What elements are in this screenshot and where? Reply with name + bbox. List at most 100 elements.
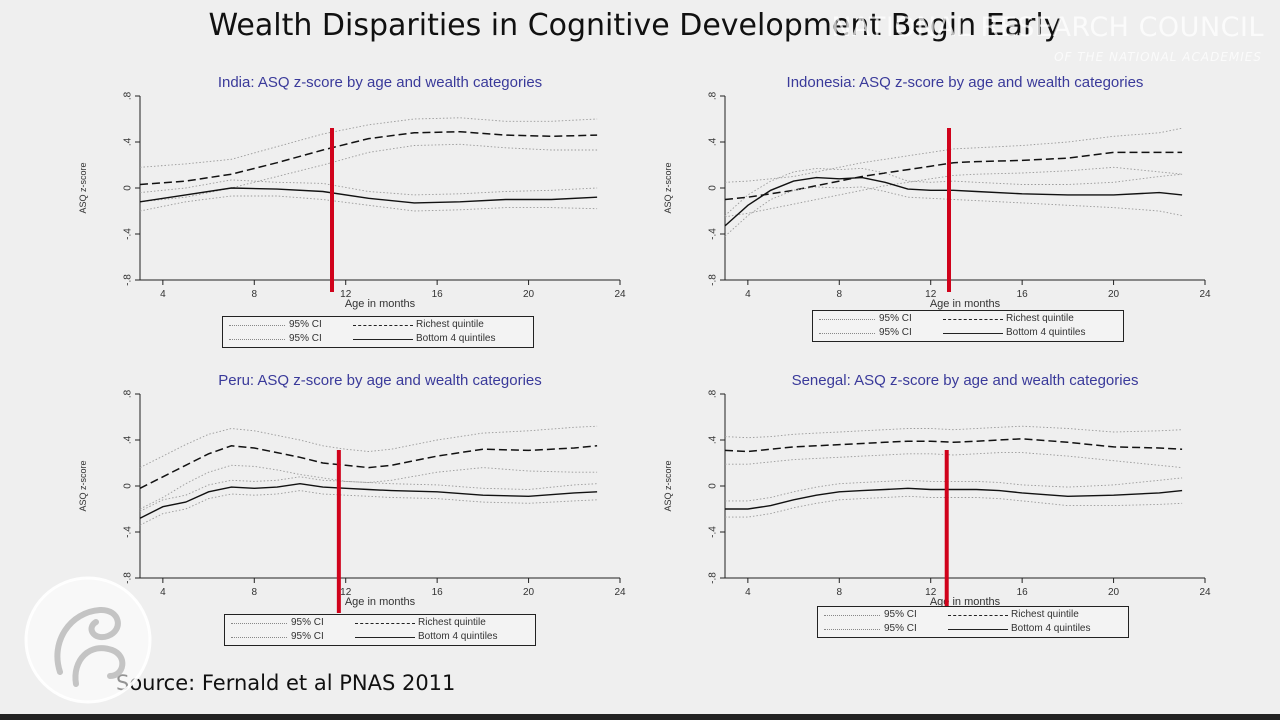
legend-bottom-label: Bottom 4 quintiles [416,333,496,344]
senegal-y-axis-label: ASQ z-score [663,460,673,511]
legend-row-bottom: 95% CI Bottom 4 quintiles [223,332,533,346]
indonesia-xtick-label: 16 [1017,289,1029,300]
legend-ci-swatch [819,319,875,320]
peru-series-richest [139,445,598,489]
india-series-bottom [139,187,598,204]
chart-indonesia-svg: Indonesia: ASQ z-score by age and wealth… [663,74,1211,310]
bottom-bar [0,714,1280,720]
legend-solid-swatch [948,629,1008,630]
peru-xtick-label: 16 [432,587,444,598]
swirl-logo-icon [24,576,152,704]
legend-row-richest: 95% CI Richest quintile [223,318,533,332]
peru-ci-upper-bottom [139,476,598,512]
senegal-series-richest [724,438,1183,453]
peru-ytick-label: -.8 [123,572,134,584]
legend-ci-label: 95% CI [879,327,912,338]
senegal-ci-upper-bottom [725,477,1183,502]
legend-row-richest: 95% CI Richest quintile [813,312,1123,326]
peru-ytick-label: .8 [123,389,134,398]
chart-india: India: ASQ z-score by age and wealth cat… [78,70,680,350]
indonesia-y-axis-label: ASQ z-score [663,162,673,213]
india-ci-upper-bottom [139,179,598,196]
senegal-ytick-label: .8 [708,389,719,398]
chart-peru-svg: Peru: ASQ z-score by age and wealth cate… [78,372,626,613]
senegal-series-bottom [725,487,1183,510]
legend-bottom-label: Bottom 4 quintiles [1011,623,1091,634]
legend-richest-label: Richest quintile [1006,313,1074,324]
senegal-ytick-label: 0 [708,483,719,489]
indonesia-xtick-label: 8 [837,289,843,300]
legend-dashed-swatch [943,319,1003,320]
chart-senegal: Senegal: ASQ z-score by age and wealth c… [663,368,1265,648]
peru-series-bottom [139,482,598,519]
chart-senegal-svg: Senegal: ASQ z-score by age and wealth c… [663,372,1211,613]
peru-x-axis-label: Age in months [345,596,416,608]
legend-ci-swatch [819,333,875,334]
india-xtick-label: 12 [340,289,352,300]
chart-indonesia: Indonesia: ASQ z-score by age and wealth… [663,70,1265,350]
senegal-xtick-label: 16 [1017,587,1029,598]
legend-row-bottom: 95% CI Bottom 4 quintiles [813,326,1123,340]
watermark-nrc: NATIONAL RESEARCH COUNCIL [831,12,1264,43]
legend-ci-label: 95% CI [879,313,912,324]
peru-xtick-label: 12 [340,587,352,598]
senegal-xtick-label: 12 [925,587,937,598]
india-series-richest [139,130,598,186]
watermark-academies: OF THE NATIONAL ACADEMIES [1054,50,1262,64]
legend-row-richest: 95% CI Richest quintile [818,608,1128,622]
indonesia-series-richest [724,151,1183,201]
peru-xtick-label: 20 [523,587,535,598]
india-chart-title: India: ASQ z-score by age and wealth cat… [218,74,542,91]
indonesia-ytick-label: .8 [708,91,719,100]
legend-richest-label: Richest quintile [418,617,486,628]
senegal-chart-title: Senegal: ASQ z-score by age and wealth c… [792,372,1139,389]
legend-ci-swatch [229,339,285,340]
legend-ci-swatch [824,629,880,630]
peru-xtick-label: 24 [614,587,626,598]
indonesia-ytick-label: .4 [708,137,719,146]
peru-ci-lower-richest [139,464,598,510]
legend-ci-swatch [231,637,287,638]
senegal-ci-lower-bottom [725,495,1183,518]
india-ytick-label: .4 [123,137,134,146]
indonesia-xtick-label: 12 [925,289,937,300]
legend-richest-label: Richest quintile [416,319,484,330]
legend-ci-label: 95% CI [884,609,917,620]
india-ci-lower-richest [139,143,598,203]
indonesia-ci-lower-richest [724,166,1183,218]
india-ytick-label: -.8 [123,274,134,286]
legend-dashed-swatch [948,615,1008,616]
legend-dashed-swatch [353,325,413,326]
peru-ytick-label: .4 [123,435,134,444]
legend-ci-label: 95% CI [291,631,324,642]
india-ci-upper-richest [139,117,598,168]
legend-dashed-swatch [355,623,415,624]
indonesia-chart-title: Indonesia: ASQ z-score by age and wealth… [787,74,1144,91]
legend-solid-swatch [355,637,415,638]
senegal-xtick-label: 20 [1108,587,1120,598]
peru-ytick-label: -.4 [123,526,134,538]
legend-bottom-label: Bottom 4 quintiles [1006,327,1086,338]
chart-peru: Peru: ASQ z-score by age and wealth cate… [78,368,680,648]
peru-y-axis-label: ASQ z-score [78,460,88,511]
senegal-ci-upper-richest [724,425,1183,439]
senegal-ytick-label: .4 [708,435,719,444]
india-ytick-label: -.4 [123,228,134,240]
senegal-xtick-label: 8 [837,587,843,598]
senegal-xtick-label: 4 [745,587,751,598]
legend-indonesia: 95% CI Richest quintile 95% CI Bottom 4 … [812,310,1124,342]
peru-chart-title: Peru: ASQ z-score by age and wealth cate… [218,372,542,389]
india-xtick-label: 4 [160,289,166,300]
legend-ci-swatch [824,615,880,616]
peru-xtick-label: 4 [160,587,166,598]
india-xtick-label: 8 [252,289,258,300]
legend-peru: 95% CI Richest quintile 95% CI Bottom 4 … [224,614,536,646]
source-citation: Source: Fernald et al PNAS 2011 [116,671,456,695]
india-x-axis-label: Age in months [345,298,416,310]
india-ci-lower-bottom [139,195,598,212]
legend-ci-label: 95% CI [291,617,324,628]
senegal-ytick-label: -.8 [708,572,719,584]
indonesia-xtick-label: 24 [1199,289,1211,300]
legend-senegal: 95% CI Richest quintile 95% CI Bottom 4 … [817,606,1129,638]
peru-ci-lower-bottom [139,490,598,526]
